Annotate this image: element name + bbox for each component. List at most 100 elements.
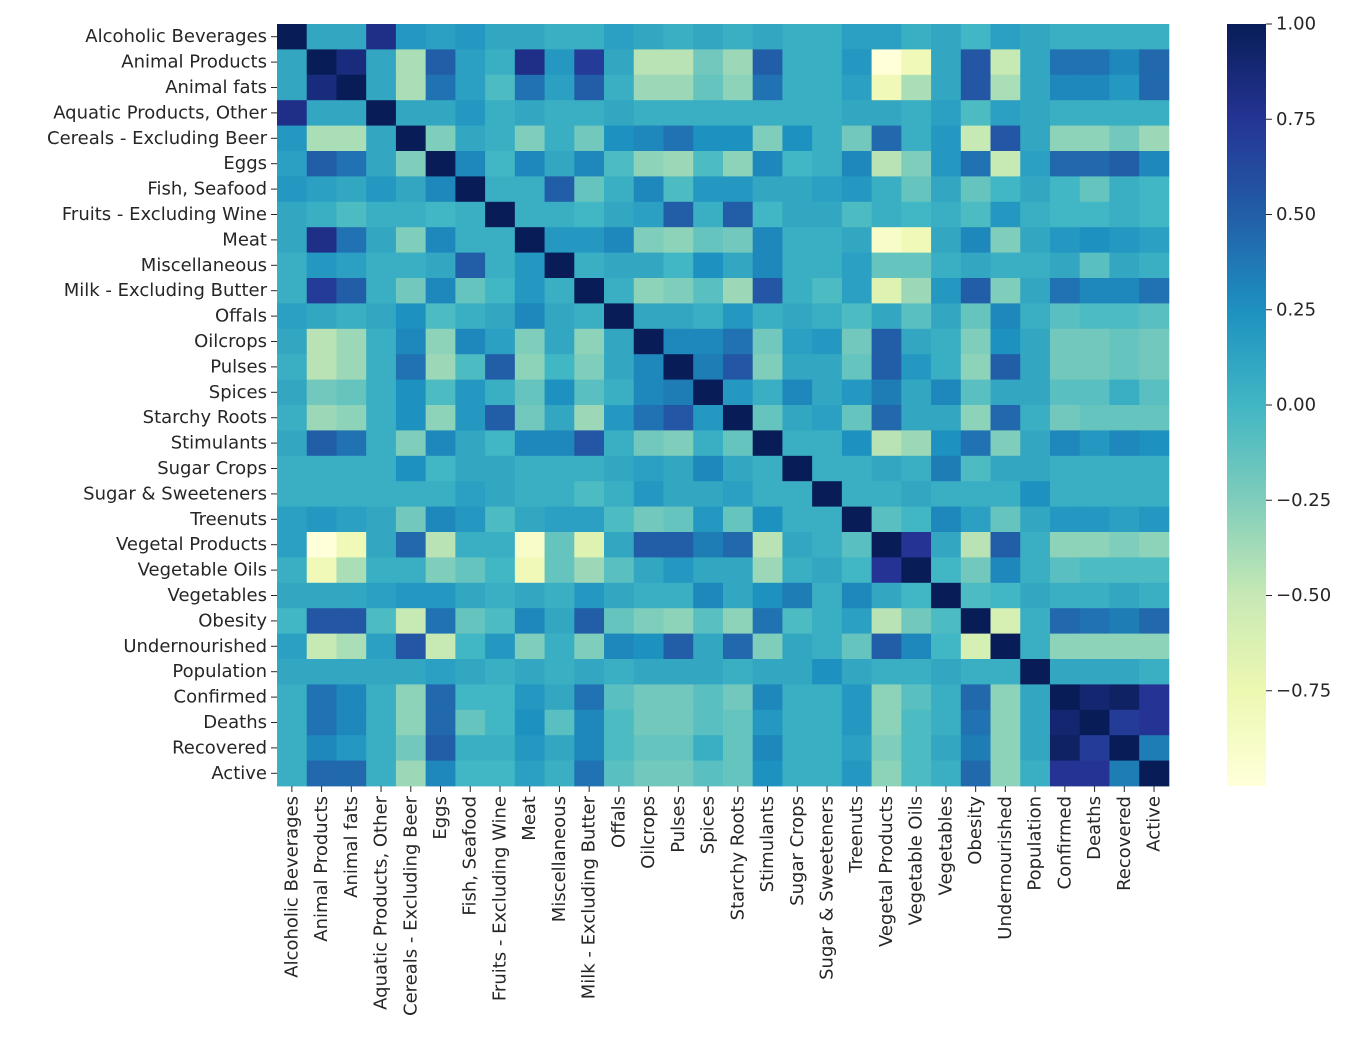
heatmap-cell-aquatic-products-other--oilcrops [633,100,664,126]
heatmap-cell-vegetal-products--confirmed [1049,532,1081,558]
heatmap-cell-starchy-roots--vegetal-products [871,405,902,431]
heatmap-cell-miscellaneous--sugar-crops [782,252,813,279]
heatmap-cell-pulses--fish-seafood [455,354,486,380]
heatmap-cell-vegetal-products--fish-seafood [455,532,486,558]
heatmap-cell-sugar-crops--undernourished [990,455,1021,482]
x-tick-label-treenuts: Treenuts [846,796,867,874]
heatmap-cell-alcoholic-beverages--animal-fats [336,24,367,50]
heatmap-cell-cereals-excluding-beer--miscellaneous [544,125,575,152]
x-tick-label-animal-fats: Animal fats [341,796,362,898]
heatmap-cell-alcoholic-beverages--vegetable-oils [901,24,932,50]
heatmap-cell-treenuts--sugar-crops [782,506,813,533]
heatmap-cell-stimulants--active [1139,430,1170,457]
heatmap-cell-oilcrops--oilcrops [633,328,664,355]
heatmap-cell-vegetal-products--milk-excluding-butter [574,532,605,558]
heatmap-cell-eggs--vegetables [931,151,962,177]
heatmap-cell-obesity--offals [604,608,635,634]
heatmap-cell-population--animal-fats [336,659,367,685]
heatmap-cell-fruits-excluding-wine--recovered [1109,201,1140,228]
heatmap-cell-deaths--stimulants [752,709,783,736]
heatmap-cell-stimulants--eggs [425,430,456,457]
heatmap-cell-cereals-excluding-beer--aquatic-products-other [366,125,397,152]
heatmap-cell-confirmed--sugar-sweeteners [812,684,843,711]
heatmap-cell-treenuts--animal-products [306,506,337,533]
heatmap-cell-aquatic-products-other--starchy-roots [722,100,754,126]
heatmap-cell-obesity--meat [514,608,545,634]
heatmap-cell-pulses--animal-products [306,354,337,380]
heatmap-cell-deaths--fruits-excluding-wine [485,709,516,736]
colorbar-tick-label: −0.75 [1276,680,1331,701]
heatmap-cell-starchy-roots--animal-products [306,405,337,431]
heatmap-cell-oilcrops--vegetal-products [871,328,902,355]
x-tick-label-vegetables: Vegetables [935,796,956,895]
heatmap-cell-starchy-roots--fruits-excluding-wine [485,405,516,431]
heatmap-cell-animal-fats--animal-fats [336,74,367,101]
heatmap-cell-vegetable-oils--sugar-sweeteners [812,557,843,584]
heatmap-cell-oilcrops--milk-excluding-butter [574,328,605,355]
heatmap-cell-animal-fats--aquatic-products-other [366,74,397,101]
heatmap-cell-cereals-excluding-beer--vegetable-oils [901,125,932,152]
heatmap-cell-sugar-crops--sugar-crops [782,455,813,482]
heatmap-cell-aquatic-products-other--cereals-excluding-beer [395,100,427,126]
heatmap-cell-sugar-sweeteners--meat [514,481,545,507]
y-axis-tick-labels: Alcoholic Beverages Animal Products Animal… [47,26,277,784]
heatmap-cell-stimulants--pulses [663,430,694,457]
heatmap-cell-confirmed--meat [514,684,545,711]
heatmap-cell-milk-excluding-butter--alcoholic-beverages [277,278,308,304]
heatmap-cell-vegetal-products--animal-products [306,532,337,558]
x-tick-label-fruits-excluding-wine: Fruits - Excluding Wine [489,796,510,1001]
heatmap-cell-vegetal-products--alcoholic-beverages [277,532,308,558]
heatmap-cell-cereals-excluding-beer--alcoholic-beverages [277,125,308,152]
heatmap-cell-starchy-roots--aquatic-products-other [366,405,397,431]
heatmap-cell-vegetable-oils--pulses [663,557,694,584]
heatmap-cell-offals--pulses [663,303,694,330]
heatmap-cell-fruits-excluding-wine--starchy-roots [722,201,754,228]
heatmap-cell-fruits-excluding-wine--eggs [425,201,456,228]
heatmap-cell-aquatic-products-other--vegetables [931,100,962,126]
heatmap-cell-fruits-excluding-wine--vegetable-oils [901,201,932,228]
heatmap-cell-eggs--active [1139,151,1170,177]
heatmap-cell-treenuts--animal-fats [336,506,367,533]
heatmap-cell-population--population [1020,659,1051,685]
heatmap-cell-animal-products--pulses [663,49,694,76]
heatmap-cell-offals--obesity [960,303,991,330]
heatmap-cell-treenuts--obesity [960,506,991,533]
heatmap-cell-active--offals [604,760,635,787]
heatmap-cell-obesity--undernourished [990,608,1021,634]
heatmap-cell-vegetables--vegetable-oils [901,582,932,609]
heatmap-cell-obesity--sugar-sweeteners [812,608,843,634]
heatmap-cell-milk-excluding-butter--animal-products [306,278,337,304]
heatmap-cell-starchy-roots--deaths [1079,405,1110,431]
heatmap-cell-active--miscellaneous [544,760,575,787]
heatmap-cell-starchy-roots--spices [693,405,724,431]
heatmap-cell-offals--offals [604,303,635,330]
heatmap-cell-animal-fats--treenuts [841,74,872,101]
heatmap-cell-animal-products--spices [693,49,724,76]
heatmap-cell-pulses--aquatic-products-other [366,354,397,380]
heatmap-cell-sugar-crops--animal-fats [336,455,367,482]
heatmap-cell-alcoholic-beverages--undernourished [990,24,1021,50]
heatmap-cell-pulses--vegetable-oils [901,354,932,380]
heatmap-cell-spices--vegetable-oils [901,379,932,406]
heatmap-cell-sugar-crops--vegetable-oils [901,455,932,482]
heatmap-cell-offals--aquatic-products-other [366,303,397,330]
heatmap-cell-fruits-excluding-wine--spices [693,201,724,228]
heatmap-cell-starchy-roots--miscellaneous [544,405,575,431]
heatmap-cell-active--eggs [425,760,456,787]
heatmap-cell-aquatic-products-other--milk-excluding-butter [574,100,605,126]
heatmap-cell-eggs--aquatic-products-other [366,151,397,177]
heatmap-cell-stimulants--recovered [1109,430,1140,457]
heatmap-cell-vegetable-oils--starchy-roots [722,557,754,584]
heatmap-cell-spices--treenuts [841,379,872,406]
heatmap-cell-deaths--confirmed [1049,709,1081,736]
heatmap-cell-population--cereals-excluding-beer [395,659,427,685]
heatmap-cell-active--alcoholic-beverages [277,760,308,787]
heatmap-cell-undernourished--stimulants [752,633,783,660]
heatmap-cell-meat--aquatic-products-other [366,227,397,253]
heatmap-cell-milk-excluding-butter--fruits-excluding-wine [485,278,516,304]
heatmap-cell-population--vegetables [931,659,962,685]
heatmap-cell-spices--offals [604,379,635,406]
heatmap-cell-fruits-excluding-wine--offals [604,201,635,228]
heatmap-cell-animal-products--active [1139,49,1170,76]
heatmap-cell-aquatic-products-other--recovered [1109,100,1140,126]
